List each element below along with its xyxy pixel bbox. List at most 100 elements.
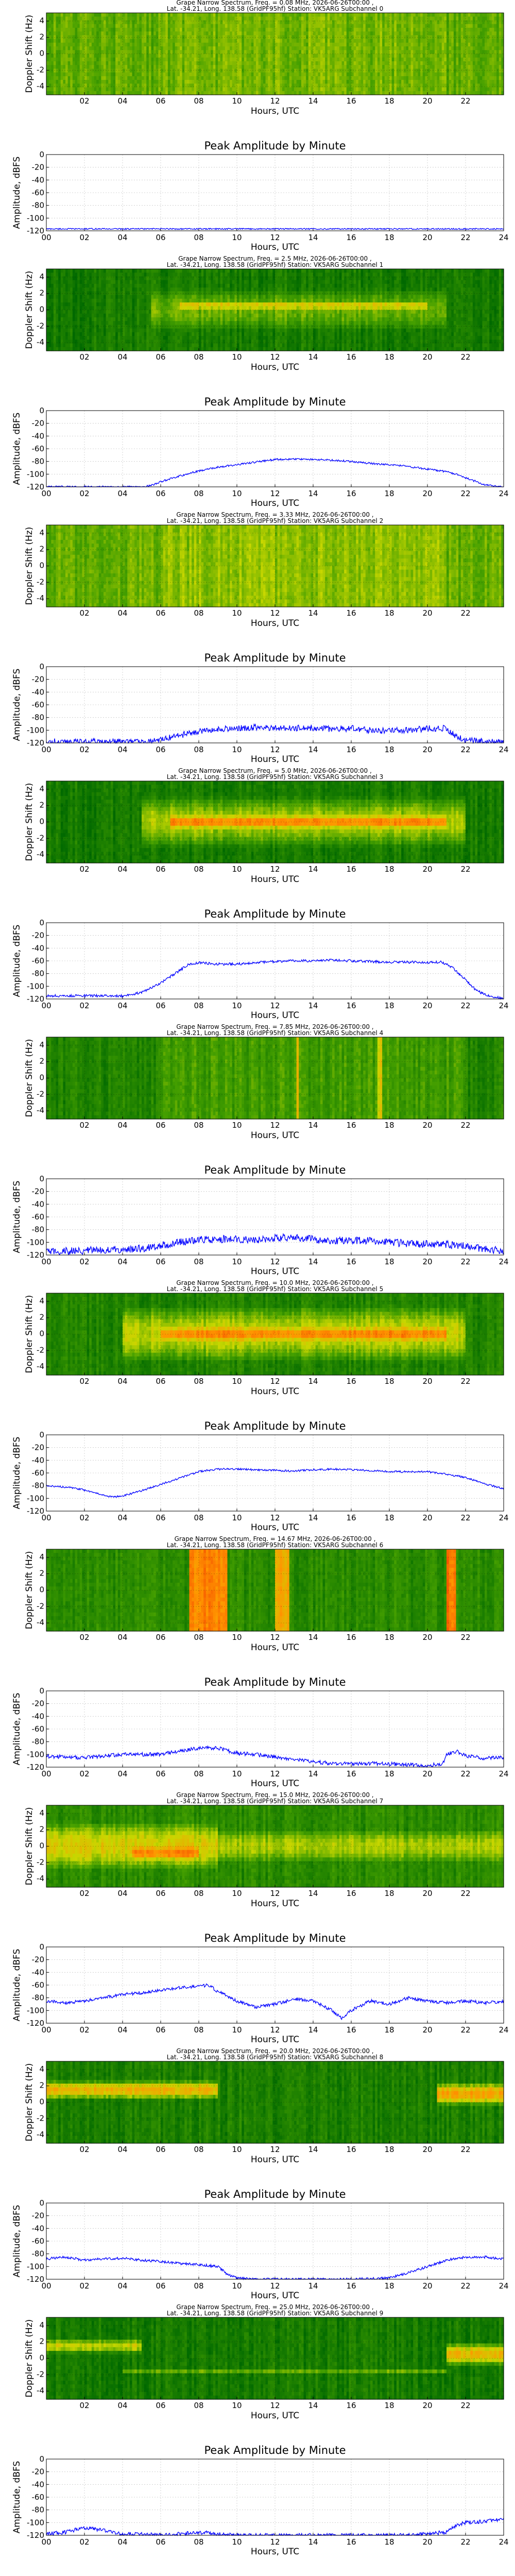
heatmap-cell [435, 28, 437, 32]
heatmap-cell [435, 43, 437, 47]
heatmap-cell [163, 69, 166, 73]
heatmap-cell [225, 88, 228, 92]
heatmap-cell [54, 332, 56, 336]
heatmap-cell [468, 61, 471, 65]
heatmap-cell [146, 58, 149, 62]
heatmap-cell [108, 39, 111, 43]
heatmap-cell [447, 13, 449, 17]
heatmap-cell [368, 91, 370, 95]
heatmap-cell [461, 35, 464, 39]
heatmap-cell [104, 340, 106, 344]
heatmap-cell [435, 65, 437, 69]
heatmap-cell [115, 61, 118, 65]
heatmap-cell [301, 83, 304, 88]
heatmap-cell [389, 54, 392, 58]
heatmap-cell [184, 35, 187, 39]
heatmap-cell [280, 39, 282, 43]
heatmap-cell [149, 91, 151, 95]
heatmap-cell [142, 91, 144, 95]
heatmap-cell [413, 39, 416, 43]
heatmap-cell [430, 91, 433, 95]
heatmap-cell [215, 43, 218, 47]
heatmap-cell [282, 50, 285, 54]
heatmap-cell [137, 39, 140, 43]
heatmap-cell [363, 50, 366, 54]
heatmap-cell [49, 28, 52, 32]
heatmap-cell [239, 43, 242, 47]
heatmap-cell [325, 73, 328, 77]
heatmap-cell [401, 65, 404, 69]
heatmap-cell [111, 287, 113, 292]
heatmap-cell [394, 69, 397, 73]
heatmap-cell [101, 31, 104, 36]
heatmap-cell [351, 39, 354, 43]
heatmap-cell [65, 329, 68, 333]
heatmap-cell [161, 39, 163, 43]
heatmap-cell [70, 16, 73, 21]
heatmap-cell [335, 65, 337, 69]
heatmap-cell [101, 336, 104, 340]
heatmap-cell [423, 61, 425, 65]
heatmap-cell [316, 31, 318, 36]
heatmap-cell [439, 91, 442, 95]
heatmap-cell [49, 35, 52, 39]
heatmap-cell [115, 287, 118, 292]
heatmap-cell [177, 31, 180, 36]
heatmap-cell [320, 28, 323, 32]
heatmap-cell [342, 65, 345, 69]
heatmap-cell [175, 83, 178, 88]
heatmap-cell [373, 83, 375, 88]
heatmap-cell [49, 73, 52, 77]
heatmap-cell [127, 76, 130, 80]
heatmap-cell [375, 80, 377, 84]
heatmap-cell [108, 302, 111, 307]
heatmap-cell [106, 88, 109, 92]
heatmap-cell [239, 65, 242, 69]
heatmap-cell [68, 69, 71, 73]
heatmap-cell [87, 39, 90, 43]
heatmap-cell [328, 39, 330, 43]
heatmap-cell [80, 73, 82, 77]
heatmap-cell [458, 46, 461, 50]
heatmap-cell [99, 24, 101, 28]
heatmap-cell [466, 65, 468, 69]
heatmap-cell [337, 58, 339, 62]
heatmap-cell [354, 83, 356, 88]
heatmap-cell [194, 13, 197, 17]
heatmap-cell [111, 50, 113, 54]
heatmap-cell [406, 69, 408, 73]
heatmap-cell [325, 50, 328, 54]
heatmap-cell [80, 13, 82, 17]
heatmap-cell [187, 28, 190, 32]
heatmap-cell [61, 317, 63, 321]
heatmap-cell [285, 91, 287, 95]
heatmap-cell [318, 16, 320, 21]
heatmap-cell [108, 46, 111, 50]
heatmap-cell [75, 347, 78, 351]
heatmap-cell [285, 50, 287, 54]
heatmap-cell [385, 65, 387, 69]
heatmap-cell [151, 91, 154, 95]
heatmap-cell [190, 54, 192, 58]
heatmap-cell [173, 13, 175, 17]
heatmap-cell [123, 54, 125, 58]
heatmap-cell [46, 295, 49, 299]
heatmap-cell [68, 306, 71, 310]
heatmap-cell [94, 83, 97, 88]
heatmap-cell [73, 65, 75, 69]
heatmap-cell [49, 65, 52, 69]
heatmap-cell [370, 80, 373, 84]
heatmap-cell [54, 344, 56, 348]
heatmap-cell [413, 65, 416, 69]
heatmap-cell [132, 50, 135, 54]
heatmap-cell [347, 83, 349, 88]
heatmap-cell [101, 61, 104, 65]
heatmap-cell [413, 16, 416, 21]
heatmap-cell [482, 35, 485, 39]
heatmap-cell [385, 58, 387, 62]
heatmap-cell [213, 16, 216, 21]
heatmap-cell [418, 73, 421, 77]
heatmap-cell [256, 31, 259, 36]
heatmap-cell [87, 24, 90, 28]
heatmap-cell [318, 61, 320, 65]
